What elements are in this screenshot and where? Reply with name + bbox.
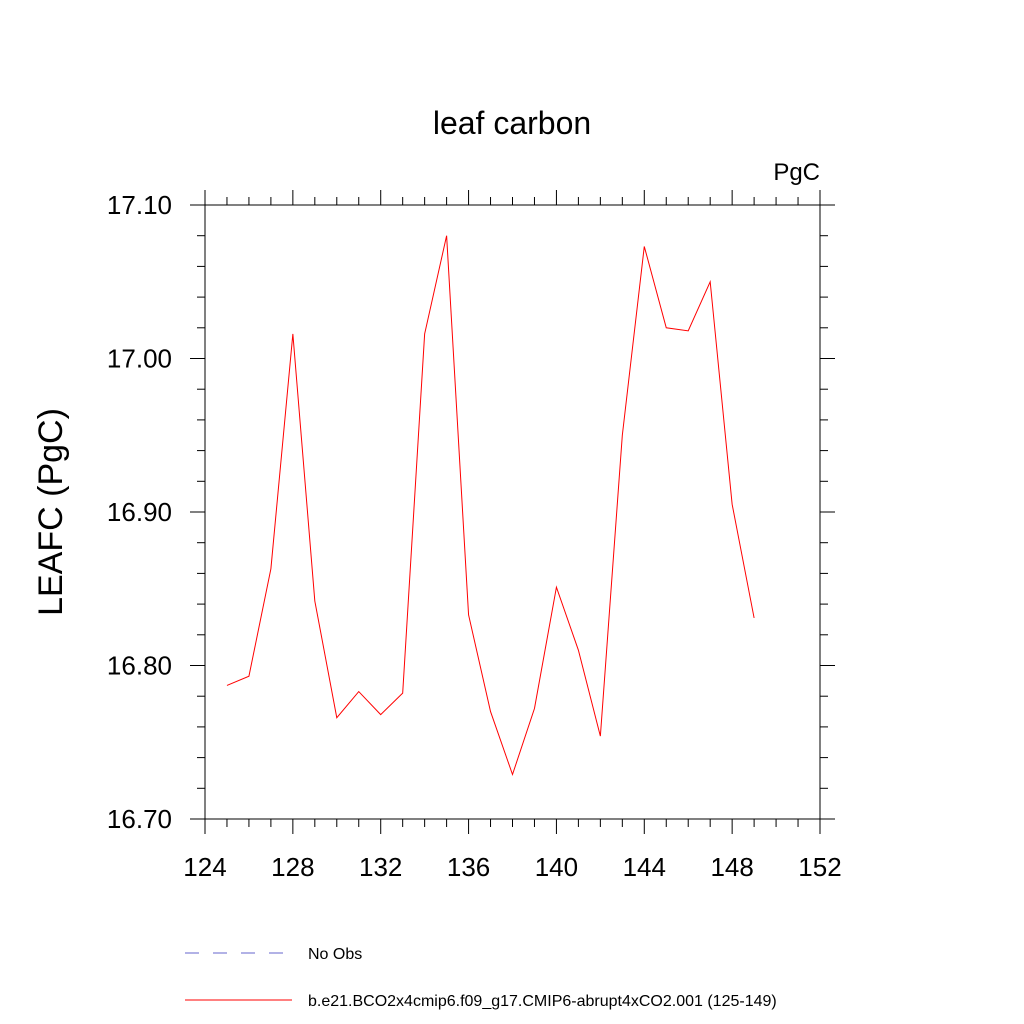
- x-tick-label: 132: [359, 852, 402, 882]
- plot-frame: [204, 204, 821, 820]
- y-tick-label: 16.70: [107, 804, 172, 834]
- y-tick-label: 16.80: [107, 651, 172, 681]
- x-tick-label: 152: [798, 852, 841, 882]
- legend: No Obs b.e21.BCO2x4cmip6.f09_g17.CMIP6-a…: [185, 946, 777, 1010]
- legend-label-model-run: b.e21.BCO2x4cmip6.f09_g17.CMIP6-abrupt4x…: [308, 993, 777, 1010]
- chart-title: leaf carbon: [433, 105, 591, 141]
- x-tick-label: 136: [447, 852, 490, 882]
- legend-label-no-obs: No Obs: [308, 946, 362, 963]
- series-layer: [226, 235, 755, 777]
- x-tick-label: 128: [271, 852, 314, 882]
- series-line-model-run: [226, 235, 755, 777]
- y-axis-label: LEAFC (PgC): [32, 408, 70, 616]
- axis-ticks: 124 128 132 136 140 144 148 152 16.70 16.80 16.90 1…: [107, 190, 842, 882]
- y-tick-label: 17.10: [107, 190, 172, 220]
- x-tick-label: 148: [710, 852, 753, 882]
- y-tick-label: 16.90: [107, 497, 172, 527]
- x-tick-label: 144: [623, 852, 666, 882]
- units-label: PgC: [773, 159, 820, 186]
- x-tick-label: 140: [535, 852, 578, 882]
- x-tick-label: 124: [183, 852, 226, 882]
- y-tick-label: 17.00: [107, 344, 172, 374]
